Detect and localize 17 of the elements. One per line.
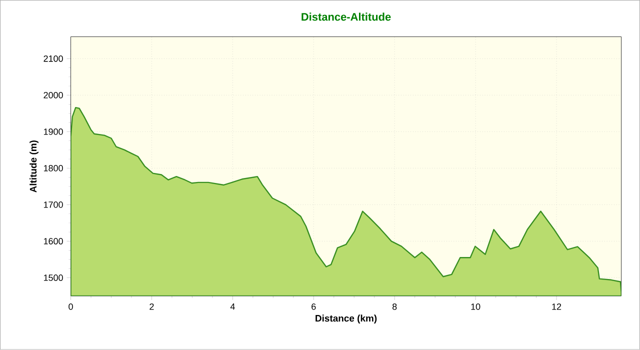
y-tick-label: 2000 (44, 92, 63, 98)
y-tick-label: 1700 (44, 202, 63, 208)
x-tick-label: 10 (471, 304, 480, 310)
y-tick-label: 1500 (44, 274, 63, 282)
y-tick-label: 1600 (44, 238, 63, 245)
y-axis-title: Altitude (m) (30, 140, 38, 193)
y-tick-label: 1900 (44, 128, 63, 135)
x-tick-label: 4 (230, 304, 235, 310)
chart-title: Distance-Altitude (302, 12, 391, 21)
x-tick-label: 6 (312, 304, 316, 310)
y-tick-label: 2100 (44, 56, 63, 62)
x-tick-label: 12 (552, 304, 562, 310)
y-tick-label: 1800 (44, 165, 63, 172)
x-tick-label: 2 (150, 304, 154, 310)
x-tick-label: 0 (68, 304, 73, 310)
x-tick-label: 8 (392, 304, 397, 310)
x-axis-title: Distance (km) (316, 314, 377, 324)
